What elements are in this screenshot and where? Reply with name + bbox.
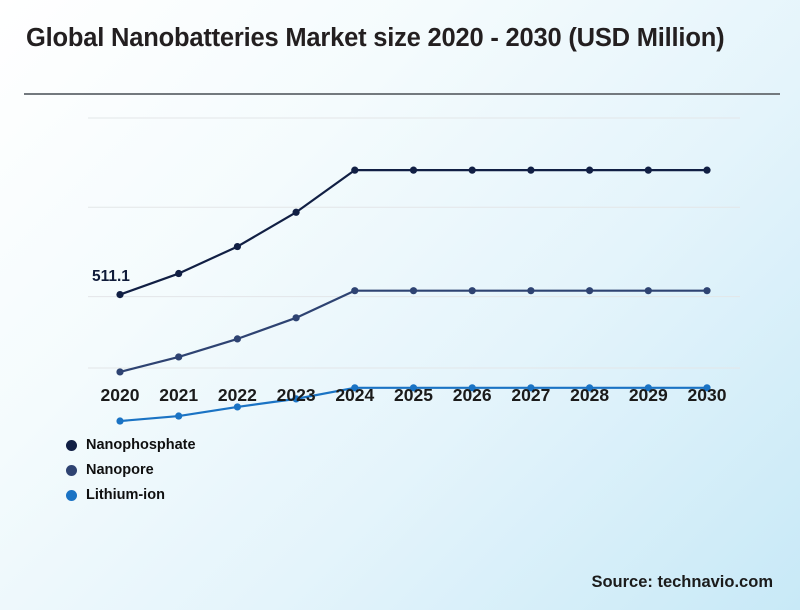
data-point[interactable] — [233, 242, 241, 251]
legend-label: Lithium-ion — [86, 487, 165, 503]
legend-label: Nanophosphate — [86, 437, 196, 453]
data-point[interactable] — [351, 287, 359, 295]
series-lithium-ion — [116, 384, 711, 425]
series-nanophosphate — [116, 166, 711, 299]
x-tick-label-2027: 2027 — [511, 385, 551, 405]
data-point[interactable] — [292, 314, 300, 322]
data-point[interactable] — [703, 166, 711, 174]
x-tick-label-2028: 2028 — [570, 385, 610, 405]
data-point[interactable] — [409, 287, 418, 295]
series-line — [118, 169, 709, 296]
data-point[interactable] — [233, 335, 241, 343]
data-point[interactable] — [468, 287, 476, 295]
data-point[interactable] — [468, 384, 476, 392]
data-point[interactable] — [175, 353, 183, 361]
data-point[interactable] — [586, 287, 594, 295]
legend-item-nanophosphate[interactable]: Nanophosphate — [66, 433, 196, 457]
data-point[interactable] — [116, 368, 124, 376]
x-tick-label-2026: 2026 — [452, 385, 492, 405]
page-title: Global Nanobatteries Market size 2020 - … — [26, 24, 725, 52]
data-point[interactable] — [527, 287, 535, 295]
x-tick-label-2020: 2020 — [100, 385, 140, 405]
legend-item-lithium-ion[interactable]: Lithium-ion — [66, 483, 196, 507]
data-point[interactable] — [292, 395, 300, 403]
data-point[interactable] — [527, 384, 535, 392]
series-line — [118, 289, 709, 374]
x-tick-label-2022: 2022 — [217, 385, 257, 405]
data-point[interactable] — [233, 403, 241, 411]
data-point[interactable] — [527, 166, 535, 174]
data-point[interactable] — [175, 269, 183, 278]
legend-label: Nanopore — [86, 462, 154, 478]
x-tick-label-2025: 2025 — [394, 385, 433, 405]
x-tick-label-2023: 2023 — [276, 385, 316, 405]
data-point[interactable] — [292, 208, 300, 216]
data-point[interactable] — [175, 412, 183, 420]
data-point[interactable] — [409, 384, 418, 392]
data-point[interactable] — [644, 384, 652, 392]
data-point[interactable] — [468, 166, 476, 174]
point-value-label: 511.1 — [92, 267, 130, 285]
legend-swatch-icon — [66, 464, 77, 476]
legend-item-nanopore[interactable]: Nanopore — [66, 458, 196, 482]
legend-swatch-icon — [66, 489, 77, 501]
title-divider — [24, 93, 780, 95]
data-point[interactable] — [703, 287, 711, 295]
x-tick-label-2021: 2021 — [159, 385, 199, 405]
data-point[interactable] — [703, 384, 711, 392]
gridlines — [88, 117, 740, 369]
data-point[interactable] — [586, 166, 594, 174]
data-point[interactable] — [586, 384, 594, 392]
x-tick-label-2030: 2030 — [687, 385, 727, 405]
x-tick-label-2029: 2029 — [628, 385, 668, 405]
chart-legend: Nanophosphate Nanopore Lithium-ion — [66, 433, 196, 508]
legend-swatch-icon — [66, 439, 77, 451]
data-point[interactable] — [351, 384, 359, 392]
data-point[interactable] — [644, 287, 652, 295]
source-note: Source: technavio.com — [591, 573, 773, 591]
data-point[interactable] — [116, 290, 124, 299]
series-nanopore — [116, 287, 711, 376]
data-point[interactable] — [116, 417, 124, 425]
x-axis-labels: 2020 2021 2022 2023 2024 2025 2026 2027 2028 2029… — [0, 385, 800, 411]
series-lines — [116, 166, 711, 425]
data-point[interactable] — [351, 166, 359, 174]
x-tick-label-2024: 2024 — [335, 385, 375, 405]
data-point[interactable] — [644, 166, 652, 174]
data-point[interactable] — [409, 166, 418, 174]
